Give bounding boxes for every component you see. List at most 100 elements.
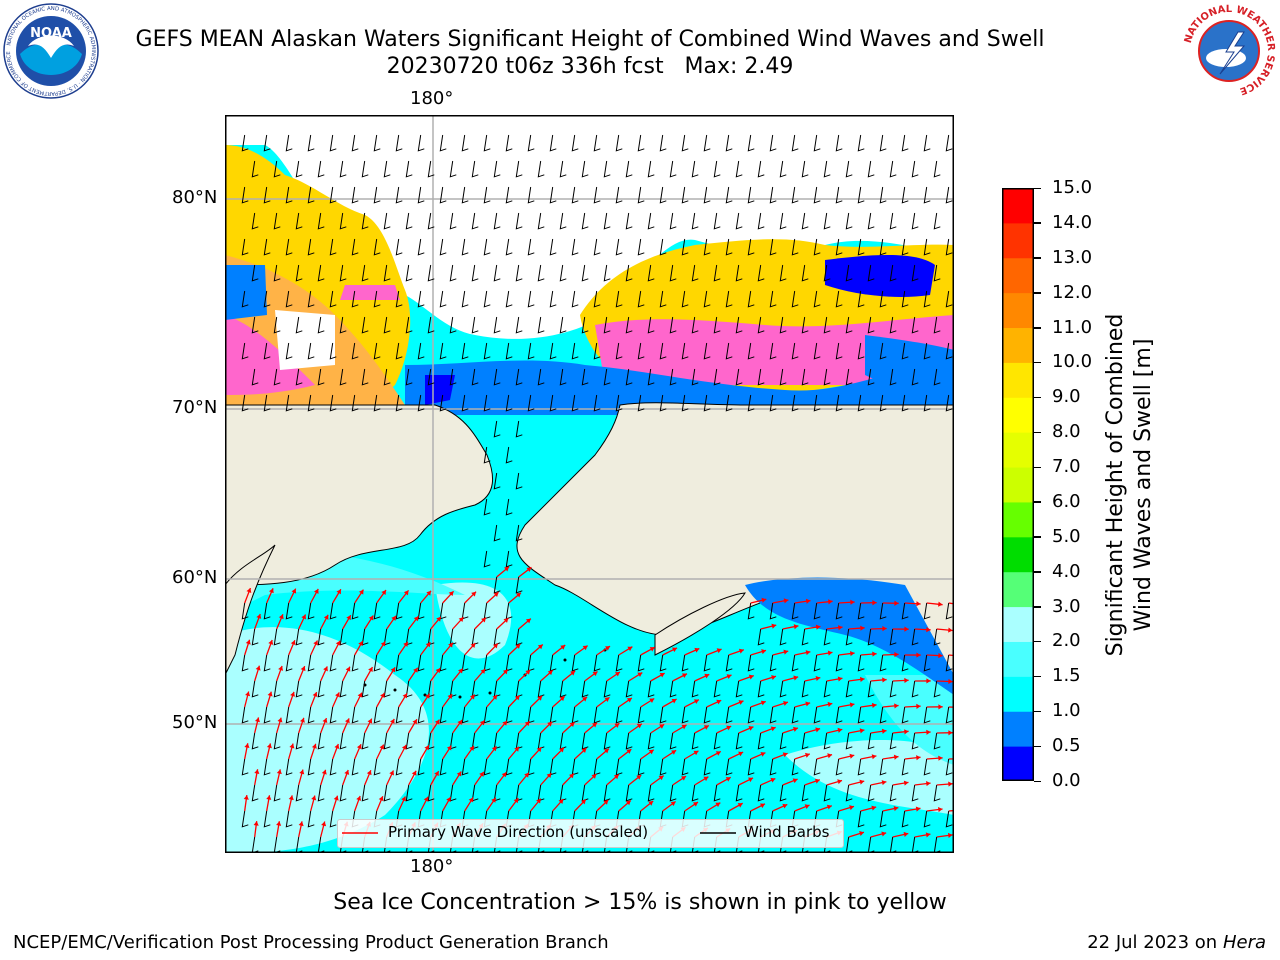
wind-barb	[241, 758, 249, 776]
wind-barb	[867, 628, 875, 646]
wind-barb	[637, 654, 645, 672]
wave-direction-arrowhead	[882, 626, 887, 632]
wave-direction-arrowhead	[838, 625, 843, 631]
wave-direction-arrowhead	[358, 589, 364, 595]
wind-barb	[725, 758, 733, 776]
wind-barb	[285, 706, 293, 724]
wave-direction-arrowhead	[837, 779, 843, 785]
wind-barb	[835, 342, 843, 360]
colorbar-tick-label: 12.0	[1052, 281, 1093, 303]
wind-barb	[329, 706, 337, 724]
wind-barb	[923, 706, 931, 724]
wind-barb	[823, 680, 831, 698]
wind-barb	[603, 212, 611, 230]
wave-direction-arrowhead	[524, 772, 529, 778]
wind-barb	[769, 706, 777, 724]
wind-barb	[537, 160, 545, 178]
wind-barb	[339, 316, 347, 334]
wind-barb	[823, 316, 831, 334]
wave-direction-arrowhead	[904, 677, 909, 684]
wind-barb	[273, 628, 281, 646]
wave-direction-arrowhead	[859, 728, 865, 734]
wind-barb	[449, 212, 457, 230]
wind-barb	[747, 654, 755, 672]
colorbar-bin	[1002, 188, 1034, 224]
wind-barb	[285, 810, 293, 828]
wind-barb	[317, 368, 325, 386]
wave-direction-arrowhead	[871, 702, 877, 708]
sea-ice-east-pink	[595, 315, 954, 385]
colorbar-tick-label: 4.0	[1052, 560, 1081, 582]
wave-direction-arrowhead	[448, 591, 454, 597]
wind-barb	[713, 264, 721, 282]
wave-direction-arrowhead	[648, 801, 654, 806]
wind-barb	[691, 264, 699, 282]
wave-direction-arrowhead	[658, 775, 664, 781]
wind-barb	[461, 290, 469, 308]
wind-barb	[659, 134, 667, 152]
wave-direction-arrowhead	[436, 616, 441, 622]
wind-barb	[263, 238, 271, 256]
wave-direction-arrowhead	[345, 666, 351, 672]
wind-barb	[395, 602, 403, 620]
wind-barb	[637, 758, 645, 776]
wind-barb	[361, 160, 369, 178]
wind-barb	[515, 212, 523, 230]
wave-direction-arrowhead	[715, 751, 721, 756]
wind-barb	[879, 706, 887, 724]
chart-subtitle: 20230720 t06z 336h fcst Max: 2.49	[386, 54, 794, 79]
wind-barb	[879, 238, 887, 256]
wind-barb	[879, 290, 887, 308]
wind-barb	[823, 264, 831, 282]
wave-direction-arrow	[948, 602, 954, 605]
wave-direction-arrowhead	[290, 640, 296, 646]
wave-direction-arrowhead	[938, 601, 943, 607]
open-water-west	[225, 265, 267, 320]
wind-barb	[439, 758, 447, 776]
wind-barb	[901, 758, 909, 776]
wind-barb	[911, 212, 919, 230]
colorbar-bin	[1002, 327, 1034, 363]
wave-direction-arrowhead	[716, 699, 722, 705]
wave-direction-arrowhead	[266, 743, 272, 749]
wave-direction-arrowhead	[937, 806, 943, 813]
wind-barb	[923, 342, 931, 360]
wind-barb	[725, 134, 733, 152]
wind-barb	[241, 706, 249, 724]
wind-barb	[461, 706, 469, 724]
wind-barb	[241, 342, 249, 360]
wind-barb	[537, 264, 545, 282]
wind-barb	[339, 264, 347, 282]
wind-barb	[549, 134, 557, 152]
wave-direction-arrowhead	[860, 625, 865, 631]
wave-direction-arrowhead	[345, 718, 350, 724]
wave-direction-arrowhead	[335, 692, 340, 698]
wind-barb	[933, 680, 941, 698]
colorbar-tick-mark	[1034, 640, 1041, 643]
wind-barb	[801, 212, 809, 230]
wind-barb	[329, 810, 337, 828]
wave-direction-arrowhead	[592, 671, 598, 677]
wind-barb	[515, 316, 523, 334]
wind-barb	[373, 654, 381, 672]
wind-barb	[823, 732, 831, 750]
colorbar-tick-mark	[1034, 361, 1041, 364]
wind-barb	[691, 680, 699, 698]
wind-barb	[879, 134, 887, 152]
footer-host: Hera	[1222, 932, 1266, 953]
wind-barb	[637, 290, 645, 308]
wave-direction-arrowhead	[783, 649, 789, 655]
wind-barb	[669, 212, 677, 230]
wave-direction-arrowhead	[814, 778, 820, 784]
wind-barb	[493, 524, 501, 542]
wave-direction-arrowhead	[267, 691, 273, 697]
wind-barb	[373, 758, 381, 776]
wave-direction-arrowhead	[381, 589, 386, 595]
wind-barb	[757, 628, 765, 646]
wind-barb	[307, 706, 315, 724]
wind-barb	[361, 368, 369, 386]
wave-direction-arrowhead	[413, 667, 418, 673]
wind-barb	[713, 368, 721, 386]
wave-direction-arrowhead	[277, 717, 283, 723]
wind-barb	[251, 784, 259, 802]
